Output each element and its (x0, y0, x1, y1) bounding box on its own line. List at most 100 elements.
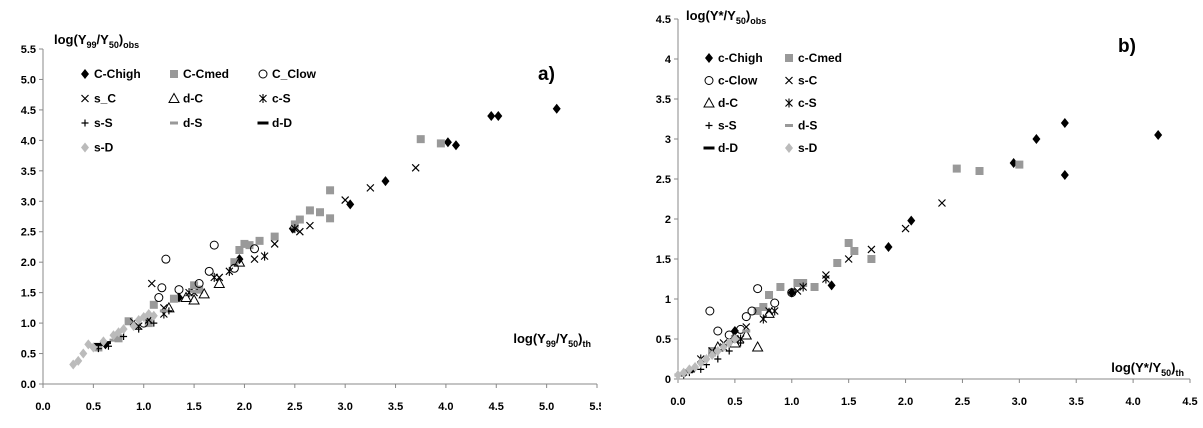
data-point-c-chigh (487, 111, 496, 121)
data-point-c-cmed (850, 247, 859, 255)
data-point-c-cmed (952, 164, 961, 173)
data-point-c-cmed (1015, 160, 1024, 169)
data-point-s-c (901, 224, 910, 233)
panel-label-b: b) (1118, 36, 1136, 57)
data-point-c-cmed (295, 215, 304, 224)
legend-marker-d-d (257, 121, 269, 125)
x-tick-label-a: 0.5 (86, 401, 101, 413)
data-point-c-cmed (793, 279, 802, 287)
series-s-d-a (69, 308, 158, 370)
y-tick-label-b: 2 (665, 214, 671, 226)
data-point-c-cmed (316, 208, 324, 217)
data-point-d-d (92, 342, 104, 346)
legend-label-c-cmed: c-Cmed (798, 51, 842, 65)
legend-marker-d-d (703, 146, 715, 150)
data-point-s-c (867, 245, 876, 254)
legend-label-d-c: d-C (718, 96, 738, 110)
data-point-s-s (737, 339, 745, 347)
data-point-c-chigh (1032, 134, 1041, 144)
data-point-c-cmed (326, 186, 335, 195)
x-tick-label-b: 4.5 (1182, 396, 1197, 408)
y-tick-label-a: 2.0 (21, 257, 36, 269)
data-point-s-s (135, 325, 143, 333)
series-c-s-a (134, 224, 299, 331)
legend-label-s-s: s-S (718, 119, 737, 133)
data-point-c-cmed (124, 317, 133, 326)
legend-marker-s-d (785, 143, 793, 153)
data-point-c-cmed (195, 285, 204, 294)
legend-marker-d-c (168, 92, 180, 103)
data-point-c-chigh (451, 140, 460, 151)
data-point-c-s (759, 314, 768, 324)
legend-label-d-s: d-S (798, 119, 817, 133)
y-tick-label-a: 0.0 (21, 379, 36, 391)
x-axis-label-a: log(Y99/Y50)th (513, 331, 591, 349)
chart-b: 0.0 0.5 1.0 1.5 2.0 2.5 3.0 3.5 4.0 4.5 0 0.5 1 1.5 2 2… (656, 8, 1198, 408)
legend-label-d-d: d-D (718, 141, 738, 155)
data-point-c-clow (209, 240, 219, 250)
legend-marker-d-s (170, 121, 178, 125)
data-point-s-d (129, 321, 138, 332)
x-tick-label-a: 0.0 (35, 401, 50, 413)
x-tick-label-b: 2.0 (898, 396, 913, 408)
data-point-c-clow (194, 279, 204, 288)
data-point-d-c (763, 307, 775, 318)
legend-label-d-c: d-C (183, 92, 203, 106)
legend-label-s-c: s_C (94, 92, 116, 106)
x-tick-label-a: 2.0 (237, 401, 252, 413)
data-point-s-d (679, 367, 688, 378)
legend-marker-s-d (81, 142, 89, 153)
legend-marker-c-cmed (170, 70, 178, 78)
data-point-c-cmed (867, 255, 876, 263)
data-point-s-c (147, 279, 156, 288)
data-point-c-cmed (169, 294, 178, 303)
x-tick-label-b: 3.0 (1012, 396, 1027, 408)
legend-a: C-Chigh C-Cmed C_Clow s_C d-C c-S s-S d-S d-D s-D (81, 67, 317, 155)
chart-a: 0.0 0.5 1.0 1.5 2.0 2.5 3.0 3.5 4.0 4.5 5.0 5.5 0.0 0… (21, 32, 601, 413)
legend-label-s-c: s-C (798, 74, 818, 88)
data-point-c-s (210, 272, 219, 282)
y-tick-label-b: 3.5 (656, 94, 671, 106)
y-tick-label-a: 0.5 (21, 349, 36, 361)
y-tick-label-a: 5.0 (21, 74, 36, 86)
x-tick-label-b: 2.5 (955, 396, 970, 408)
data-point-s-d (119, 324, 128, 335)
data-point-c-s (822, 274, 830, 284)
data-point-s-s (714, 355, 722, 363)
legend-label-s-d: s-D (798, 141, 818, 155)
y-tick-label-b: 0.5 (656, 334, 671, 346)
y-tick-label-b: 4.5 (656, 14, 671, 26)
legend-marker-c-chigh (705, 53, 713, 63)
data-point-s-d (691, 362, 700, 372)
y-axis-label-b: log(Y*/Y50)obs (686, 8, 766, 26)
data-point-s-d (74, 355, 83, 366)
data-point-c-clow (174, 285, 184, 295)
data-point-s-c (366, 183, 375, 192)
data-point-c-clow (753, 284, 763, 294)
data-point-c-clow (741, 312, 751, 322)
legend-label-c-clow: c-Clow (718, 74, 758, 88)
legend-label-c-s: c-S (798, 96, 817, 110)
legend-label-c-s: c-S (272, 92, 291, 106)
data-point-c-cmed (975, 167, 984, 175)
data-point-s-c (250, 255, 259, 264)
data-point-s-c (341, 196, 350, 204)
y-tick-label-a: 1.0 (21, 318, 36, 330)
data-point-c-cmed (230, 258, 239, 267)
data-point-s-c (270, 239, 279, 248)
data-point-d-s (742, 329, 751, 333)
data-point-c-cmed (326, 214, 335, 223)
x-tick-label-a: 2.5 (287, 401, 302, 413)
data-point-d-c (188, 293, 200, 305)
data-point-c-chigh (1060, 118, 1069, 128)
data-point-c-cmed (190, 281, 199, 290)
data-point-c-cmed (149, 300, 158, 309)
data-point-s-c (306, 221, 314, 230)
data-point-c-clow (250, 244, 260, 254)
data-point-c-s (799, 282, 808, 292)
data-point-c-clow (161, 254, 171, 264)
data-point-s-d (702, 354, 711, 364)
x-tick-label-a: 5.0 (539, 401, 554, 413)
y-tick-label-b: 1 (665, 294, 671, 306)
data-point-s-d (725, 338, 734, 348)
